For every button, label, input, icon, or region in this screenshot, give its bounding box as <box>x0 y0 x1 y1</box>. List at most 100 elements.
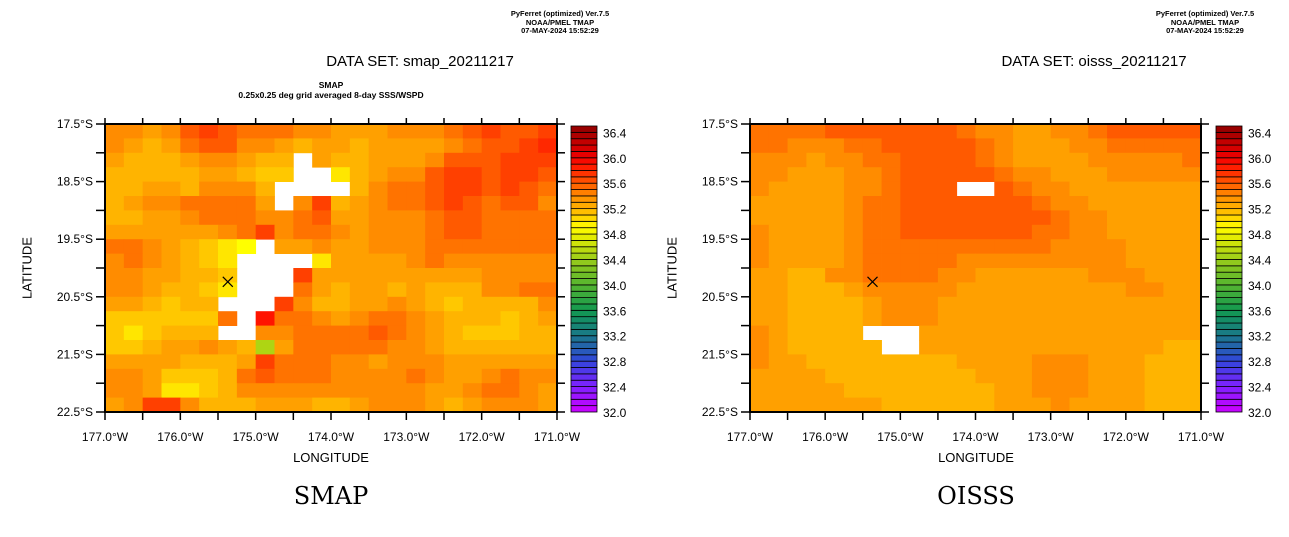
heatmap-cell <box>293 224 313 240</box>
heatmap-cell <box>1107 239 1127 254</box>
heatmap-cell <box>975 325 995 341</box>
colorbar-swatch <box>570 125 598 133</box>
heatmap-cell <box>919 296 939 312</box>
heatmap-cell <box>519 224 539 240</box>
heatmap-cell <box>1013 282 1033 298</box>
heatmap-cell <box>1013 124 1033 139</box>
heatmap-cell <box>425 210 445 226</box>
colorbar-swatch <box>1215 328 1243 337</box>
colorbar-swatch <box>570 348 598 356</box>
x-tick-label: 177.0°W <box>82 430 129 444</box>
heatmap-cell <box>406 167 426 182</box>
heatmap-cell <box>1125 325 1146 341</box>
heatmap-cell <box>500 239 520 254</box>
heatmap-cell <box>349 282 370 298</box>
heatmap-cell <box>538 368 558 384</box>
heatmap-cell <box>1144 311 1164 326</box>
heatmap-cell <box>481 239 501 254</box>
heatmap-cell <box>1013 325 1033 341</box>
colorbar-label: 33.6 <box>1248 304 1272 318</box>
heatmap-cell <box>1163 167 1183 182</box>
colorbar-swatch <box>570 151 598 159</box>
heatmap-cell <box>161 340 181 355</box>
heatmap-cell <box>787 296 807 312</box>
heatmap-cell <box>919 124 939 139</box>
heatmap-cell <box>500 325 520 341</box>
heatmap-cell <box>500 268 520 283</box>
heatmap-cell <box>825 397 845 413</box>
timestamp-label: 07-MAY-2024 15:52:29 <box>1166 26 1244 35</box>
heatmap-cell <box>406 340 426 355</box>
heatmap-cell <box>1088 397 1108 413</box>
heatmap-cell <box>1144 152 1164 168</box>
heatmap-cell <box>481 152 501 168</box>
heatmap-cell <box>387 167 407 182</box>
heatmap-cell <box>1069 167 1089 182</box>
heatmap-cell <box>750 296 770 312</box>
colorbar-swatch <box>1215 170 1243 178</box>
colorbar-swatch <box>1215 290 1243 299</box>
heatmap-cell <box>236 181 257 197</box>
heatmap-cell <box>293 138 313 154</box>
heatmap-cell <box>218 253 238 269</box>
heatmap-cell <box>519 311 539 326</box>
heatmap-cell <box>105 210 125 226</box>
heatmap-cell <box>406 124 426 139</box>
heatmap-cell <box>862 397 882 413</box>
heatmap-cell <box>1163 325 1183 341</box>
heatmap-cell <box>1069 196 1089 211</box>
heatmap-cell <box>274 296 294 312</box>
heatmap-cell <box>1163 196 1183 211</box>
heatmap-cell <box>956 340 976 355</box>
heatmap-cell <box>768 282 788 298</box>
heatmap-cell <box>349 167 370 182</box>
heatmap-cell <box>293 340 313 355</box>
heatmap-cell <box>1031 282 1052 298</box>
heatmap-cell <box>255 196 275 211</box>
heatmap-cell <box>843 325 864 341</box>
heatmap-cell <box>900 138 920 154</box>
heatmap-cell <box>293 210 313 226</box>
heatmap-cell <box>975 196 995 211</box>
colorbar-swatch <box>1215 271 1243 279</box>
heatmap-cell <box>956 239 976 254</box>
colorbar-swatch <box>1215 144 1243 152</box>
heatmap-cell <box>937 282 958 298</box>
heatmap-cell <box>199 239 219 254</box>
heatmap-cell <box>312 311 332 326</box>
heatmap-cell <box>161 224 181 240</box>
heatmap-cell <box>425 282 445 298</box>
heatmap-cell <box>1013 138 1033 154</box>
heatmap-cell <box>1163 397 1183 413</box>
heatmap-cell <box>975 282 995 298</box>
heatmap-cell <box>255 311 275 326</box>
heatmap-cell <box>900 181 920 197</box>
heatmap-cell <box>218 340 238 355</box>
colorbar-swatch <box>570 252 598 260</box>
heatmap-cell <box>937 181 958 197</box>
heatmap-cell <box>768 138 788 154</box>
colorbar-label: 36.0 <box>603 152 627 166</box>
colorbar-label: 33.2 <box>1248 330 1272 344</box>
heatmap-cell <box>406 268 426 283</box>
heatmap-cell <box>1069 224 1089 240</box>
heatmap-cell <box>881 210 901 226</box>
heatmap-cell <box>1144 124 1164 139</box>
heatmap-cell <box>1163 138 1183 154</box>
heatmap-cell <box>349 124 370 139</box>
timestamp-label: 07-MAY-2024 15:52:29 <box>521 26 599 35</box>
heatmap-cell <box>900 368 920 384</box>
heatmap-cell <box>806 181 826 197</box>
heatmap-cell <box>142 268 162 283</box>
heatmap-cell <box>750 282 770 298</box>
heatmap-cell <box>956 167 976 182</box>
heatmap-cell <box>806 368 826 384</box>
heatmap-cell <box>255 181 275 197</box>
heatmap-cell <box>293 383 313 398</box>
heatmap-cell <box>368 397 388 413</box>
colorbar-swatch <box>1215 131 1243 140</box>
heatmap-cell <box>387 354 407 370</box>
heatmap-cell <box>994 397 1014 413</box>
heatmap-cell <box>937 138 958 154</box>
heatmap-cell <box>1013 253 1033 269</box>
